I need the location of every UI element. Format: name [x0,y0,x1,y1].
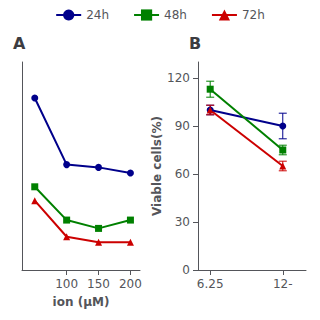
svg-text:60: 60 [175,167,190,181]
svg-text:200: 200 [119,277,142,291]
svg-text:24h: 24h [86,8,109,22]
svg-text:72h: 72h [242,8,265,22]
svg-text:ion (μM): ion (μM) [53,295,110,309]
svg-text:Viable cells(%): Viable cells(%) [150,116,164,216]
svg-text:120: 120 [167,71,190,85]
svg-text:A: A [13,34,26,53]
svg-text:30: 30 [175,215,190,229]
svg-text:12-: 12- [273,277,293,291]
svg-text:48h: 48h [164,8,187,22]
svg-text:6.25: 6.25 [197,277,224,291]
svg-text:0: 0 [182,263,190,277]
svg-text:B: B [189,34,201,53]
svg-text:100: 100 [55,277,78,291]
svg-text:90: 90 [175,119,190,133]
svg-text:150: 150 [87,277,110,291]
